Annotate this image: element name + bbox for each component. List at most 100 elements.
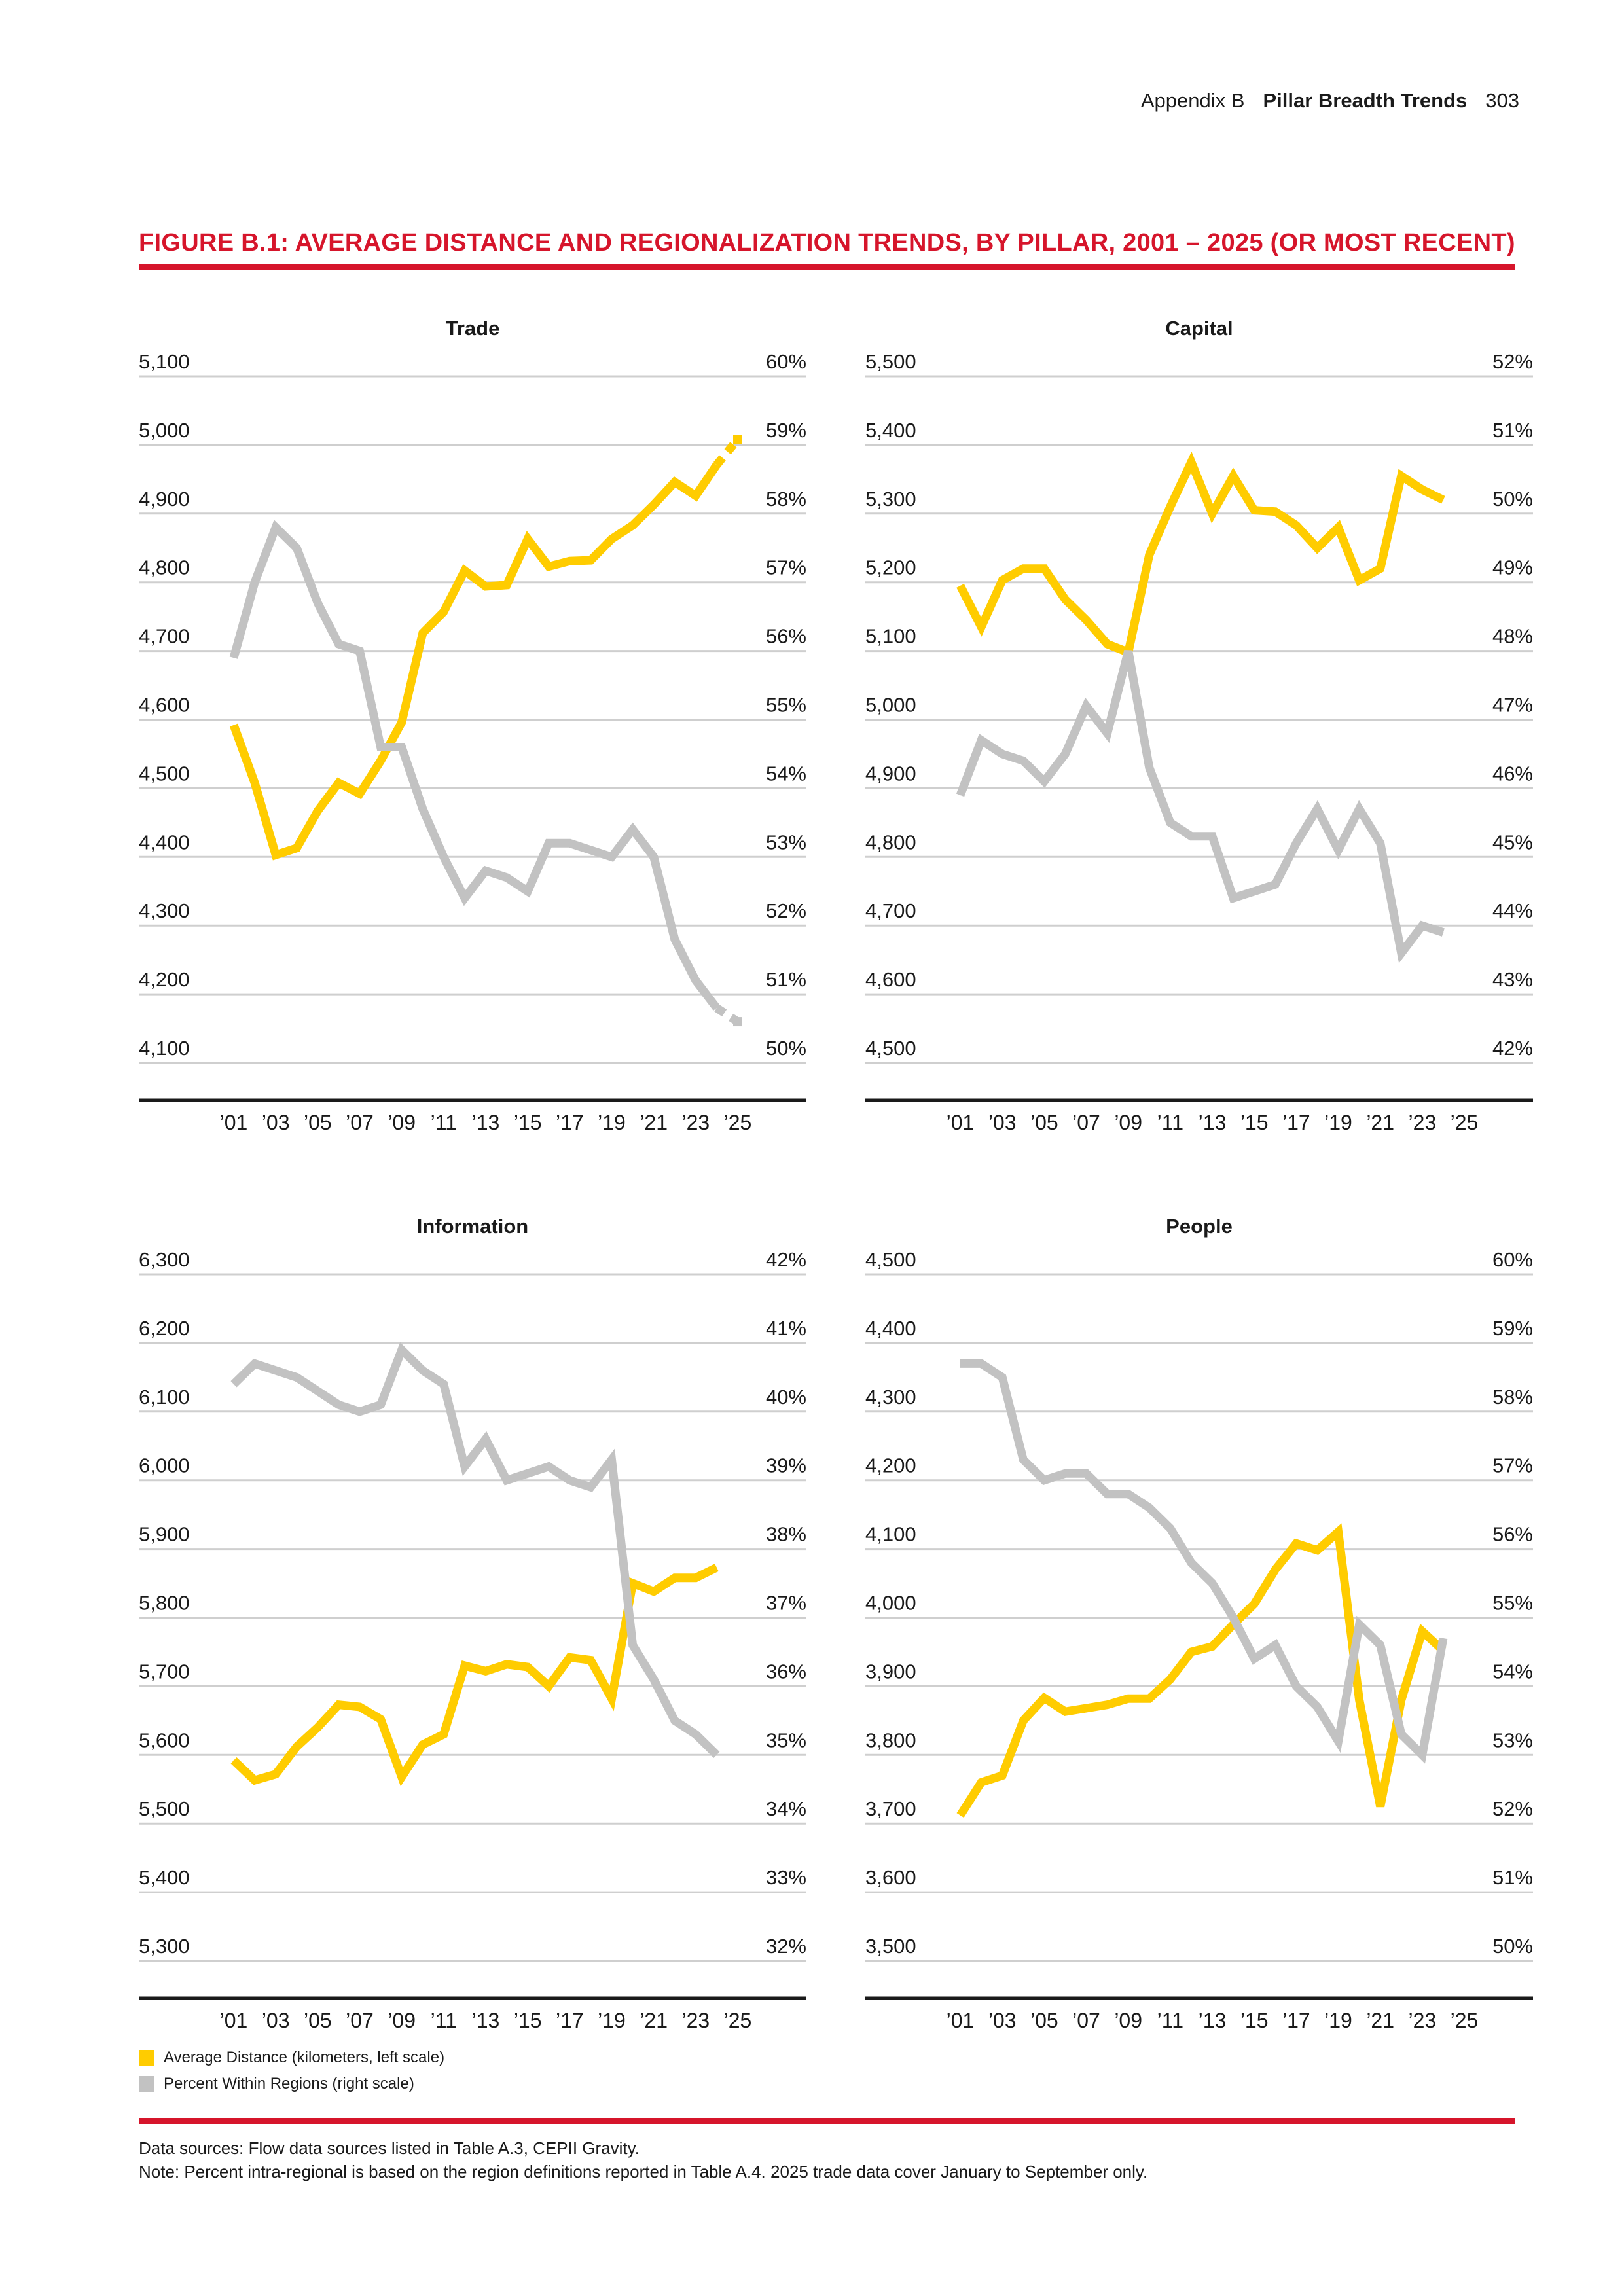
title-rule — [139, 264, 1515, 270]
capital-right-tick-label: 45% — [1492, 831, 1533, 853]
capital-left-tick-label: 4,500 — [865, 1037, 916, 1060]
trade-x-tick-label: ’17 — [556, 1111, 584, 1134]
trade-right-tick-label: 51% — [766, 968, 806, 991]
page-header: Appendix B Pillar Breadth Trends 303 — [1141, 89, 1519, 113]
chart-legend: Average Distance (kilometers, left scale… — [139, 2045, 444, 2097]
capital-regions-point — [1295, 842, 1297, 844]
capital-left-tick-label: 4,600 — [865, 968, 916, 991]
trade-regions-point — [422, 808, 424, 810]
figure-note: Note: Percent intra-regional is based on… — [139, 2162, 1148, 2181]
people-x-tick-label: ’19 — [1324, 2009, 1352, 2032]
people-right-tick-label: 50% — [1492, 1935, 1533, 1958]
capital-regions-point — [1316, 808, 1318, 810]
information-left-tick-label: 5,600 — [139, 1729, 190, 1751]
information-right-tick-label: 37% — [766, 1592, 806, 1615]
capital-regions-line — [956, 649, 1445, 963]
capital-x-tick-label: ’01 — [947, 1111, 975, 1134]
people-left-tick-label: 3,900 — [865, 1660, 916, 1683]
trade-distance-partial-year-segment — [713, 437, 742, 468]
trade-right-tick-label: 57% — [766, 556, 806, 579]
capital-distance-point — [1254, 510, 1255, 511]
information-right-tick-label: 34% — [766, 1797, 806, 1820]
trade-right-tick-label: 50% — [766, 1037, 806, 1060]
people-right-tick-label: 59% — [1492, 1317, 1533, 1340]
people-distance-point — [981, 1782, 982, 1783]
information-right-tick-label: 40% — [766, 1386, 806, 1408]
appendix-label: Appendix B — [1140, 89, 1245, 112]
figure-notes: Data sources: Flow data sources listed i… — [139, 2136, 1147, 2183]
people-regions-point — [1086, 1473, 1087, 1474]
capital-x-tick-label: ’13 — [1199, 1111, 1227, 1134]
information-regions-point — [464, 1466, 465, 1467]
capital-distance-point — [1064, 599, 1066, 600]
information-x-tick-label: ’01 — [220, 2009, 248, 2032]
trade-right-tick-label: 59% — [766, 419, 806, 442]
people-right-tick-label: 54% — [1492, 1660, 1533, 1683]
information-left-tick-label: 5,500 — [139, 1797, 190, 1820]
people-x-tick-label: ’09 — [1114, 2009, 1142, 2032]
trade-distance-partial-year-point — [733, 435, 742, 444]
information-distance-point — [569, 1657, 570, 1658]
capital-x-tick-label: ’19 — [1324, 1111, 1352, 1134]
people-distance-point — [1316, 1550, 1318, 1551]
trade-x-tick-label: ’01 — [220, 1111, 248, 1134]
information-regions-point — [422, 1370, 424, 1371]
information-right-tick-label: 42% — [766, 1248, 806, 1271]
legend-item-regions: Percent Within Regions (right scale) — [139, 2071, 444, 2097]
trade-x-tick-label: ’11 — [431, 1111, 457, 1134]
information-left-tick-label: 6,000 — [139, 1454, 190, 1477]
trade-left-tick-label: 4,200 — [139, 968, 190, 991]
capital-regions-point — [1001, 753, 1003, 755]
capital-right-tick-label: 42% — [1492, 1037, 1533, 1060]
trade-regions-point — [632, 829, 634, 830]
legend-label-distance: Average Distance (kilometers, left scale… — [164, 2049, 445, 2066]
information-regions-point — [590, 1486, 591, 1488]
people-x-tick-label: ’03 — [988, 2009, 1017, 2032]
people-distance-line — [956, 1523, 1447, 1818]
information-x-tick-label: ’17 — [556, 2009, 584, 2032]
trade-right-tick-label: 52% — [766, 899, 806, 922]
trade-left-tick-label: 4,300 — [139, 899, 190, 922]
people-left-tick-label: 4,000 — [865, 1592, 916, 1615]
capital-x-tick-label: ’25 — [1451, 1111, 1479, 1134]
information-distance-point — [653, 1591, 655, 1592]
people-right-tick-label: 58% — [1492, 1386, 1533, 1408]
capital-distance-point — [960, 585, 961, 586]
trade-regions-partial-year-point — [733, 1017, 742, 1027]
people-right-tick-label: 57% — [1492, 1454, 1533, 1477]
trade-x-tick-label: ’23 — [681, 1111, 710, 1134]
people-regions-point — [1233, 1617, 1234, 1618]
people-chart-title: People — [1166, 1215, 1233, 1238]
people-left-tick-label: 3,600 — [865, 1866, 916, 1889]
people-regions-point — [1316, 1706, 1318, 1708]
people-regions-point — [1064, 1473, 1066, 1474]
capital-chart: Capital 5,500 52% 5,400 51% 5,300 50% 5,200 49% 5… — [865, 317, 1533, 1134]
information-x-tick-label: ’03 — [262, 2009, 290, 2032]
trade-left-tick-label: 5,100 — [139, 350, 190, 373]
capital-right-tick-label: 49% — [1492, 556, 1533, 579]
capital-left-tick-label: 5,200 — [865, 556, 916, 579]
information-distance-line — [230, 1564, 719, 1787]
information-right-tick-label: 36% — [766, 1660, 806, 1683]
people-regions-point — [1212, 1583, 1213, 1584]
capital-chart-title: Capital — [1165, 317, 1233, 340]
information-regions-point — [674, 1720, 676, 1721]
capital-distance-line — [956, 451, 1445, 658]
people-regions-line — [960, 1359, 1448, 1764]
capital-right-tick-label: 48% — [1492, 625, 1533, 648]
trade-right-tick-label: 55% — [766, 694, 806, 717]
information-left-tick-label: 5,800 — [139, 1592, 190, 1615]
information-left-tick-label: 5,300 — [139, 1935, 190, 1958]
people-x-tick-label: ’11 — [1157, 2009, 1183, 2032]
capital-distance-point — [1359, 580, 1360, 581]
information-distance-point — [317, 1727, 318, 1728]
trade-chart: Trade 5,100 60% 5,000 59% 4,900 58% 4,800 57% 4,7… — [139, 317, 806, 1134]
information-x-tick-label: ’25 — [724, 2009, 752, 2032]
information-distance-point — [464, 1665, 465, 1666]
figure-title: Figure B.1: Average distance and regiona… — [139, 229, 1515, 257]
trade-left-tick-label: 4,100 — [139, 1037, 190, 1060]
capital-distance-point — [1001, 580, 1003, 581]
information-x-tick-label: ’19 — [598, 2009, 626, 2032]
people-distance-point — [1212, 1646, 1213, 1647]
capital-distance-point — [1338, 527, 1339, 528]
